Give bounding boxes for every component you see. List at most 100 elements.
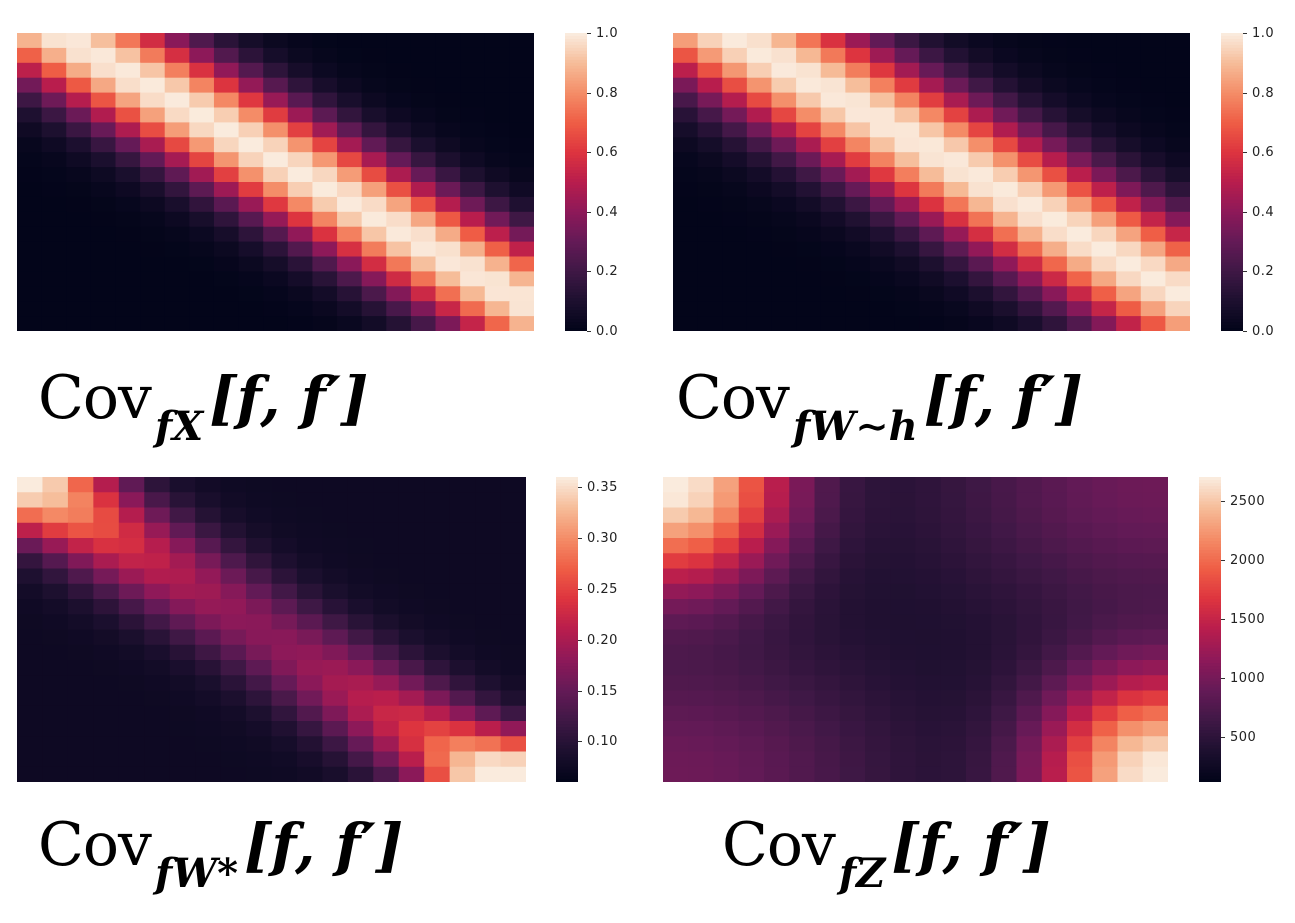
heatmap-cell: [1117, 614, 1144, 631]
colorbar-segment: [565, 65, 587, 70]
heatmap-cell: [144, 583, 171, 600]
heatmap-cell: [943, 271, 970, 287]
heatmap-cell: [246, 766, 273, 783]
heatmap-cell: [688, 583, 715, 600]
heatmap-cell: [424, 522, 451, 539]
heatmap-cell: [195, 644, 222, 661]
colorbar-segment: [565, 232, 587, 237]
heatmap-cell: [475, 568, 502, 585]
colorbar-segment: [556, 571, 578, 576]
heatmap-cell: [764, 705, 790, 722]
heatmap-cell: [140, 271, 166, 287]
colorbar-segment: [565, 89, 587, 94]
heatmap-cell: [820, 211, 846, 228]
heatmap-cell: [789, 721, 816, 737]
colorbar-segment: [1199, 492, 1221, 496]
heatmap-cell: [746, 226, 773, 243]
heatmap-cell: [312, 77, 338, 94]
heatmap-cell: [722, 167, 748, 183]
heatmap-cell: [287, 152, 314, 168]
heatmap-cell: [839, 507, 866, 524]
heatmap-cell: [869, 152, 896, 168]
heatmap-cell: [118, 599, 145, 615]
colorbar-segment: [565, 140, 587, 144]
colorbar-segment: [1199, 504, 1221, 509]
heatmap-cell: [722, 122, 748, 138]
heatmap-cell: [968, 316, 994, 332]
heatmap-cell: [814, 477, 841, 493]
heatmap-cell: [263, 137, 289, 153]
heatmap-cell: [17, 629, 44, 646]
heatmap-cell: [66, 47, 92, 64]
heatmap-cell: [246, 507, 273, 524]
heatmap-cell: [66, 77, 92, 94]
heatmap-cell: [322, 675, 349, 692]
heatmap-cell: [435, 167, 461, 183]
heatmap-cell: [322, 553, 349, 570]
heatmap-cell: [93, 751, 120, 768]
heatmap-cell: [894, 152, 920, 168]
heatmap-cell: [410, 226, 437, 243]
heatmap-cell: [1067, 675, 1093, 692]
heatmap-cell: [713, 553, 740, 570]
heatmap-cell: [337, 241, 363, 258]
heatmap-cell: [189, 152, 215, 168]
colorbar-segment: [1199, 541, 1221, 545]
heatmap-cell: [373, 492, 400, 509]
heatmap-cell: [144, 538, 171, 554]
heatmap-cell: [814, 690, 841, 707]
heatmap-cell: [993, 92, 1019, 109]
colorbar-segment: [565, 104, 587, 109]
heatmap-cell: [814, 507, 841, 524]
heatmap-cell: [195, 690, 222, 707]
heatmap-cell: [263, 182, 289, 198]
heatmap-cell: [296, 660, 323, 676]
colorbar-segment: [1221, 241, 1243, 246]
heatmap-cell: [1140, 256, 1166, 272]
heatmap-cell: [1117, 522, 1144, 539]
heatmap-cell: [865, 736, 891, 753]
heatmap-cell: [1140, 107, 1166, 123]
heatmap-cell: [460, 92, 486, 109]
heatmap-cell: [169, 705, 196, 722]
heatmap-cell: [220, 614, 247, 631]
heatmap-cell: [865, 660, 891, 676]
heatmap-cell: [1116, 62, 1142, 79]
colorbar-segment: [556, 483, 578, 487]
heatmap-cell: [1117, 721, 1144, 737]
heatmap-cell: [164, 211, 190, 228]
heatmap-cell: [771, 107, 797, 123]
heatmap-cell: [118, 721, 145, 737]
heatmap-cell: [1016, 507, 1043, 524]
heatmap-cell: [164, 152, 190, 168]
heatmap-cell: [968, 226, 994, 243]
heatmap-cell: [814, 736, 841, 753]
colorbar-segment: [565, 68, 587, 73]
colorbar-segment: [565, 226, 587, 231]
heatmap-cell: [919, 241, 945, 258]
heatmap-cell: [1017, 167, 1043, 183]
heatmap-cell: [1091, 241, 1117, 258]
heatmap-cell: [746, 316, 773, 332]
heatmap-cell: [673, 301, 699, 317]
heatmap-cell: [966, 675, 992, 692]
heatmap-cell: [1066, 47, 1093, 64]
colorbar-segment: [556, 769, 578, 774]
heatmap-cell: [1116, 47, 1142, 64]
heatmap-cell: [509, 137, 535, 153]
heatmap-cell: [1092, 705, 1119, 722]
heatmap-cell: [839, 629, 866, 646]
heatmap-cell: [347, 477, 374, 493]
heatmap-cell: [814, 614, 841, 631]
heatmap-cell: [460, 271, 486, 287]
heatmap-cell: [347, 751, 374, 768]
heatmap-cell: [890, 751, 917, 768]
heatmap-cell: [322, 538, 349, 554]
colorbar-segment: [565, 125, 587, 129]
heatmap-cell: [1092, 644, 1119, 661]
heatmap-cell: [663, 675, 689, 692]
heatmap-cell: [1092, 751, 1119, 768]
colorbar-segment: [1221, 161, 1243, 165]
heatmap-cell: [940, 644, 967, 661]
heatmap-cell: [697, 62, 723, 79]
